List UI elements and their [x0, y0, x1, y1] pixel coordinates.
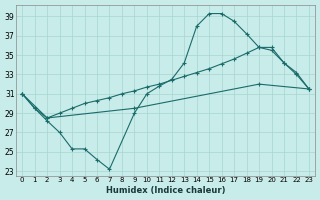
X-axis label: Humidex (Indice chaleur): Humidex (Indice chaleur) [106, 186, 225, 195]
